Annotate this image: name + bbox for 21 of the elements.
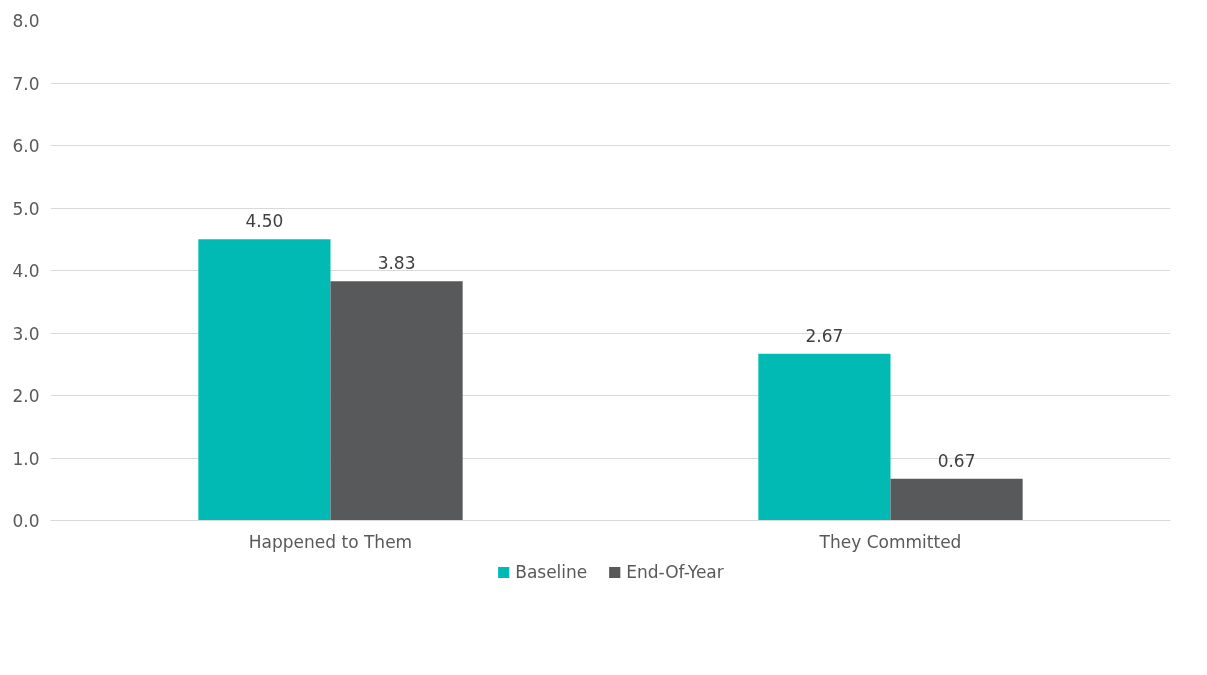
x-tick-label: Happened to Them: [248, 531, 413, 552]
bar: [758, 353, 891, 521]
y-tick-label: 5.0: [12, 198, 40, 219]
bar: [330, 281, 463, 521]
y-tick-label: 8.0: [12, 11, 40, 31]
legend-label: End-Of-Year: [626, 562, 724, 582]
data-label: 0.67: [937, 450, 976, 471]
data-label: 3.83: [377, 253, 416, 274]
data-label: 4.50: [245, 211, 284, 232]
y-tick-label: 1.0: [12, 448, 40, 469]
x-tick-label: They Committed: [818, 531, 962, 552]
bar: [198, 239, 331, 521]
legend-label: Baseline: [515, 562, 588, 582]
y-tick-label: 6.0: [12, 136, 40, 156]
y-tick-label: 4.0: [12, 261, 40, 281]
bar: [890, 478, 1023, 521]
y-tick-label: 3.0: [12, 323, 40, 344]
data-label: 2.67: [805, 325, 844, 346]
y-tick-label: 2.0: [12, 386, 40, 406]
y-tick-label: 0.0: [12, 511, 40, 531]
y-tick-label: 7.0: [12, 73, 40, 94]
